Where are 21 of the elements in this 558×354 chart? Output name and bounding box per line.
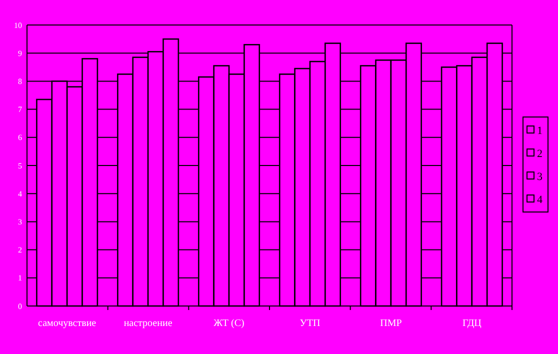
- x-tick-label: ГДЦ: [462, 318, 482, 329]
- y-tick-label: 1: [18, 274, 22, 283]
- y-tick-label: 3: [18, 218, 22, 226]
- y-tick-label: 6: [18, 133, 22, 142]
- y-tick-label: 10: [14, 20, 22, 30]
- y-tick-label: 7: [18, 105, 22, 114]
- y-tick-label: 5: [18, 161, 22, 170]
- legend-label: 1: [537, 124, 542, 137]
- x-tick-label: самочувствие: [38, 318, 97, 329]
- x-tick-label: ЖТ (С): [214, 318, 244, 329]
- y-tick-label: 4: [18, 189, 22, 198]
- x-tick-label: УТП: [300, 318, 320, 329]
- y-tick-label: 9: [18, 48, 22, 58]
- legend-label: 2: [537, 148, 542, 160]
- y-tick-label: 8: [18, 77, 22, 86]
- y-tick-label: 0: [18, 302, 22, 311]
- legend-label: 3: [537, 170, 543, 183]
- y-tick-label: 2: [18, 246, 22, 255]
- x-tick-label: настроение: [124, 318, 173, 329]
- legend-label: 4: [537, 194, 543, 206]
- x-tick-label: ПМР: [380, 318, 402, 329]
